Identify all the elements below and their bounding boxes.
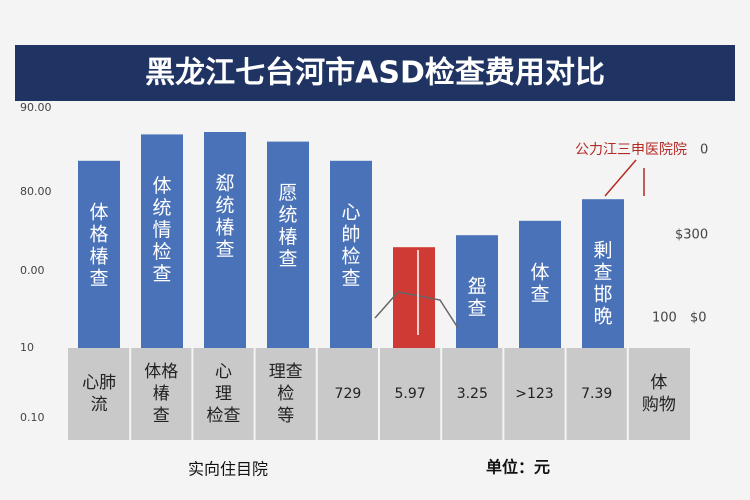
bar-label: 查 [530,283,549,305]
bar-label: 郄 [215,173,234,195]
table-cell: 流 [91,395,108,415]
annotation: 公力江三申医院院 [575,142,687,158]
bar-label: 心 [341,201,360,223]
bar [78,160,120,348]
footer-right: 单位：元 [486,458,550,477]
bar-label: 晩 [593,306,612,328]
right-label: $0 [690,311,707,326]
right-label: 100 [652,311,677,326]
bar-label: 体 [152,175,171,197]
bar-label: 椿 [215,217,234,239]
bar-label: 检 [152,241,171,263]
table-cell: 检查 [207,406,241,426]
annotation-line [604,159,637,197]
table-cell: >123 [515,386,553,402]
bar-label: 查 [152,263,171,285]
bar-label: 体 [89,201,108,223]
table-cell: 3.25 [457,386,488,402]
bar-label: 盌 [467,276,486,298]
left-label: 90.00 [20,101,52,114]
table-cell: 购物 [642,395,676,415]
table-cell: 体格 [144,362,178,382]
bar [330,160,372,348]
bar-label: 情 [152,219,171,241]
right-label: 0 [700,143,708,158]
bar-label: 统 [152,197,171,219]
left-label: 0.10 [20,411,45,424]
right-label: $300 [675,228,708,243]
bar [141,134,183,348]
bar-label: 查 [278,248,297,270]
bar-label: 检 [341,245,360,267]
table-cell: 心 [215,362,232,382]
bar-label: 查 [341,267,360,289]
bar-label: 查 [467,298,486,320]
bar [519,220,561,348]
bar-label: 体 [530,261,549,283]
bar-label: 查 [215,239,234,261]
table-cell: 7.39 [581,386,612,402]
left-label: 0.00 [20,264,45,277]
table-cell: 查 [153,406,170,426]
chart-title: 黑龙江七台河市ASD检查费用对比 [145,56,605,91]
table-cell: 理查 [269,362,303,382]
table-cell: 理 [215,384,232,404]
bar [267,141,309,348]
bar-label: 愿 [278,182,297,204]
table-cell: 5.97 [395,386,426,402]
left-label: 10 [20,341,34,354]
arrow-line [374,291,459,329]
table-cell: 心肺 [82,373,116,393]
bar-label: 椿 [89,245,108,267]
table-cell: 检 [277,384,294,404]
title-bar [15,45,735,101]
bar-label: 格 [89,223,108,245]
table-cell: 729 [335,386,362,402]
bar-label: 统 [215,195,234,217]
table-cell: 椿 [153,384,170,404]
footer-left: 实向住目院 [188,460,268,479]
bar-label: 邯 [593,284,612,306]
bar [582,199,624,348]
bar-label: 剰 [593,240,612,262]
bar-label: 查 [593,262,612,284]
bar-label: 椿 [278,226,297,248]
left-label: 80.00 [20,185,52,198]
bar [456,235,498,348]
bar-label: 帥 [341,223,360,245]
bar-label: 统 [278,204,297,226]
table-cell: 等 [277,406,294,426]
bar [204,132,246,348]
bar-label: 查 [89,267,108,289]
table-cell: 体 [650,373,667,393]
